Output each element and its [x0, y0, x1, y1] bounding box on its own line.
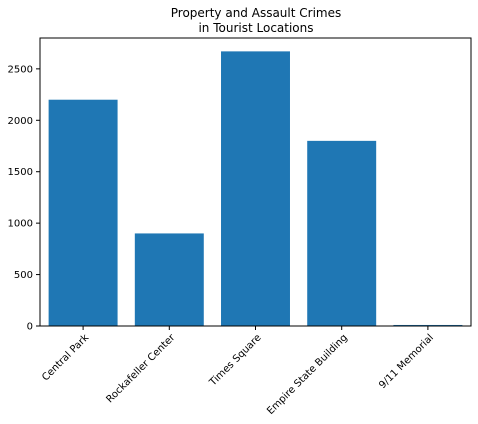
bar-2 [221, 51, 290, 327]
bar-4 [393, 324, 463, 326]
bar-0 [48, 99, 118, 327]
x-tick-label-0: Central Park [40, 332, 91, 383]
y-tick-label-1: 500 [14, 270, 33, 281]
y-tick-label-5: 2500 [8, 64, 33, 75]
x-tick-label-4: 9/11 Memorial [377, 332, 436, 391]
x-tick-label-3: Empire State Building [265, 332, 350, 417]
chart-title-line-1: Property and Assault Crimes [171, 6, 341, 20]
chart-title-line-2: in Tourist Locations [198, 21, 313, 35]
bar-3 [307, 140, 377, 326]
bar-1 [134, 233, 204, 326]
y-tick-label-4: 2000 [8, 116, 33, 127]
y-tick-label-3: 1500 [8, 167, 33, 178]
y-tick-label-2: 1000 [8, 219, 33, 230]
x-tick-label-1: Rockafeller Center [104, 332, 178, 406]
x-tick-label-2: Times Square [207, 332, 264, 389]
y-tick-label-0: 0 [27, 322, 33, 333]
plot-area: 0 500 1000 1500 2000 2500 Central Park Rockafel… [8, 37, 472, 417]
